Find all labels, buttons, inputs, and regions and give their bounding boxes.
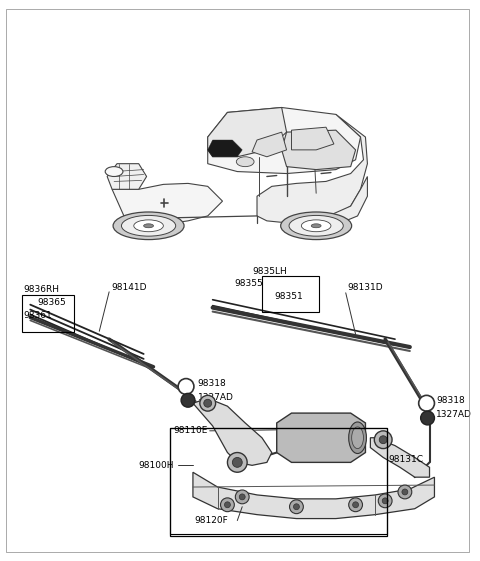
Text: 1327AD: 1327AD [198, 393, 234, 402]
Ellipse shape [348, 422, 366, 453]
Circle shape [398, 485, 412, 499]
Circle shape [374, 431, 392, 449]
Circle shape [181, 393, 195, 407]
Circle shape [382, 498, 388, 504]
Polygon shape [112, 183, 223, 226]
Circle shape [289, 500, 303, 514]
Text: 98361: 98361 [24, 311, 52, 320]
Circle shape [239, 494, 245, 500]
Circle shape [225, 502, 230, 508]
Text: 98110E: 98110E [173, 426, 207, 435]
Circle shape [293, 504, 300, 510]
Text: 98141D: 98141D [111, 283, 146, 292]
Text: 9835LH: 9835LH [252, 266, 287, 275]
Ellipse shape [281, 212, 352, 240]
Text: 98100H: 98100H [139, 461, 174, 470]
Circle shape [348, 498, 362, 512]
Ellipse shape [301, 220, 331, 232]
Text: 98365: 98365 [37, 298, 66, 307]
Ellipse shape [236, 157, 254, 167]
Circle shape [402, 489, 408, 495]
Ellipse shape [289, 215, 343, 236]
Polygon shape [208, 108, 287, 157]
Circle shape [204, 399, 212, 407]
Polygon shape [282, 130, 356, 169]
Ellipse shape [144, 224, 154, 228]
Text: 9836RH: 9836RH [24, 286, 60, 295]
Text: 98318: 98318 [198, 379, 227, 388]
Polygon shape [291, 127, 334, 150]
Bar [23, 295, 73, 332]
Polygon shape [107, 164, 146, 189]
Ellipse shape [352, 427, 363, 449]
Circle shape [200, 396, 216, 411]
Polygon shape [193, 398, 272, 465]
Bar [170, 428, 387, 536]
Text: 98120F: 98120F [194, 516, 228, 525]
Ellipse shape [121, 215, 176, 236]
Ellipse shape [134, 220, 163, 232]
Circle shape [220, 498, 234, 512]
Text: 98318: 98318 [436, 396, 465, 405]
Polygon shape [277, 413, 365, 462]
Text: 98351: 98351 [275, 292, 303, 301]
Polygon shape [208, 108, 360, 173]
Ellipse shape [113, 212, 184, 240]
Ellipse shape [105, 167, 123, 177]
Polygon shape [306, 177, 367, 226]
Circle shape [378, 494, 392, 508]
Polygon shape [371, 438, 430, 477]
Circle shape [228, 453, 247, 472]
Polygon shape [208, 140, 242, 157]
Circle shape [420, 411, 434, 425]
Ellipse shape [311, 224, 321, 228]
Polygon shape [193, 472, 434, 518]
Text: 98355: 98355 [234, 279, 263, 288]
Bar [262, 276, 319, 311]
Circle shape [235, 490, 249, 504]
Circle shape [232, 457, 242, 467]
Circle shape [353, 502, 359, 508]
Text: 98131C: 98131C [388, 455, 423, 464]
Circle shape [178, 379, 194, 394]
Circle shape [379, 436, 387, 444]
Polygon shape [257, 114, 367, 223]
Bar [170, 428, 387, 534]
Polygon shape [252, 132, 287, 157]
Text: 98131D: 98131D [348, 283, 384, 292]
Circle shape [419, 396, 434, 411]
Text: 1327AD: 1327AD [436, 410, 472, 419]
